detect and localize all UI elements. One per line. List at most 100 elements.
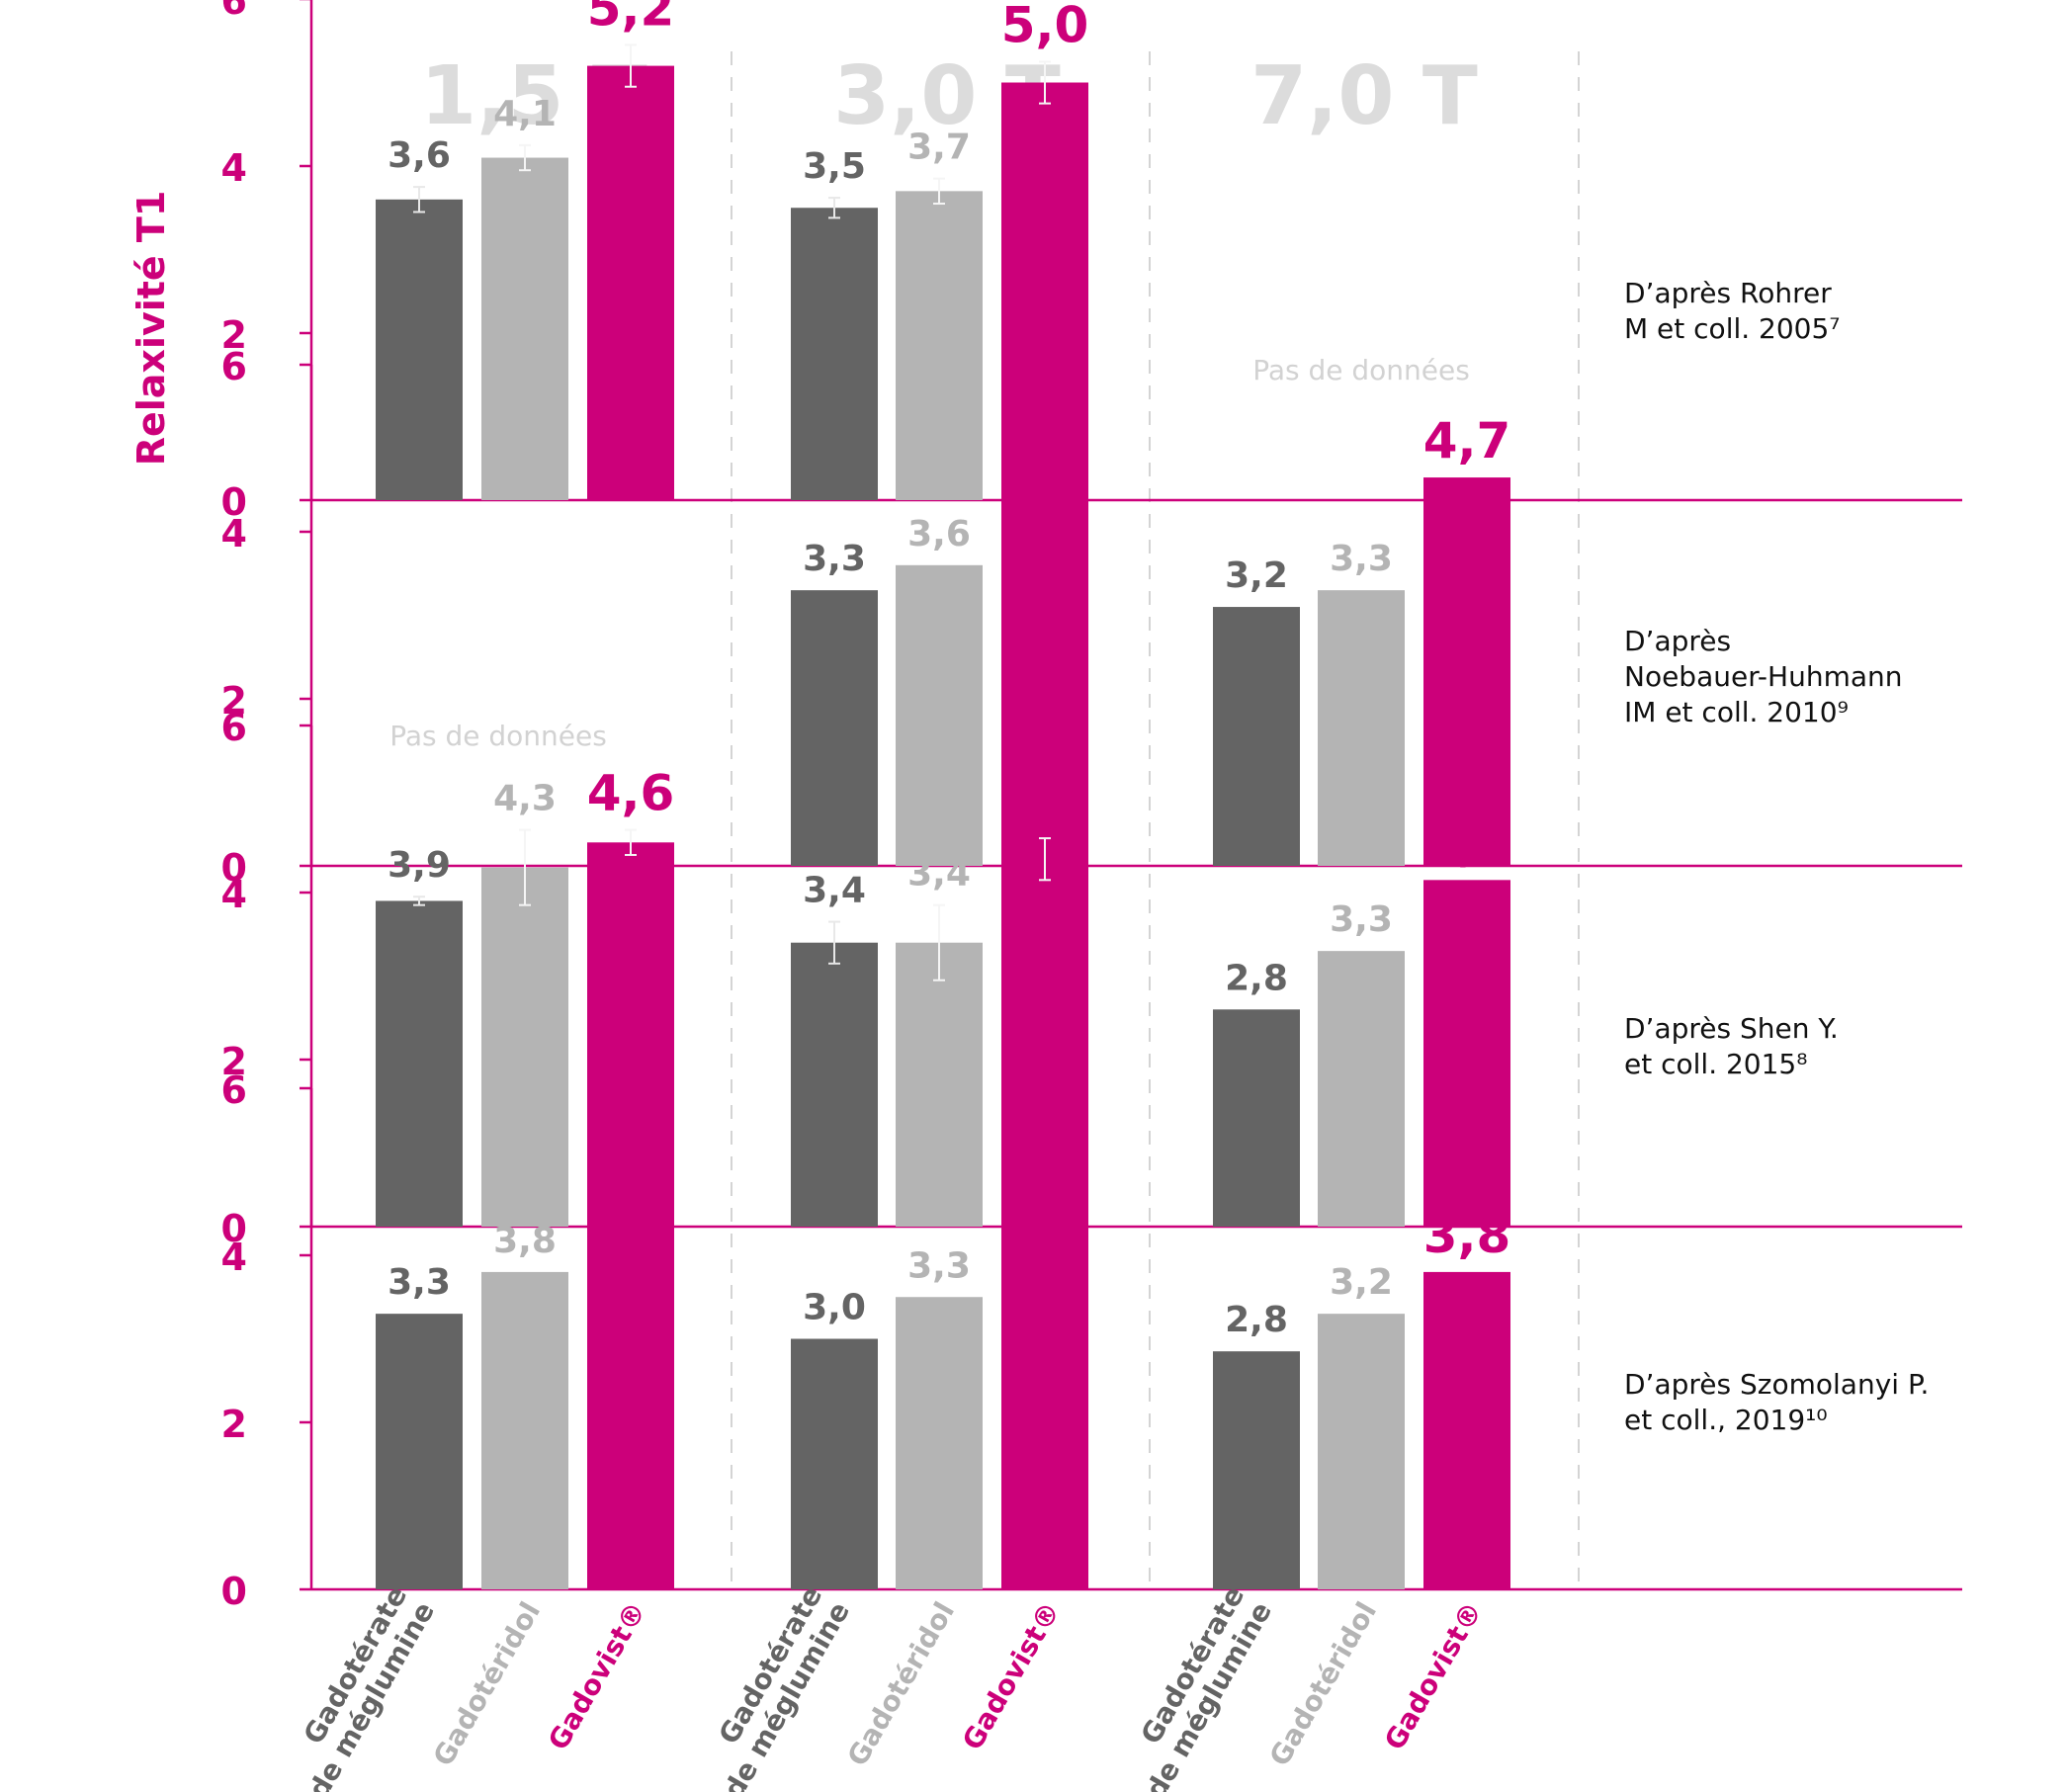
bar bbox=[1318, 590, 1405, 866]
data-label: 3,6 bbox=[907, 514, 971, 555]
category-label: Gadovist® bbox=[1378, 1596, 1489, 1755]
y-tick-label: 4 bbox=[221, 873, 247, 916]
panel-2: 0 2 4 6 Pas de données 3,3 3,6 4,8 3,2 3,3 4,7 D’ap… bbox=[221, 345, 1962, 890]
category-label-line: Gadotéridol bbox=[427, 1596, 547, 1771]
data-label: 5,2 bbox=[587, 0, 675, 37]
bar bbox=[1001, 1171, 1088, 1589]
bar bbox=[1213, 607, 1300, 866]
bar bbox=[1001, 465, 1088, 866]
y-tick-label: 4 bbox=[221, 1236, 247, 1279]
category-label: Gadotéridol bbox=[427, 1596, 547, 1771]
data-label: 2,8 bbox=[1225, 958, 1288, 998]
bar bbox=[1213, 1351, 1300, 1589]
bar bbox=[1001, 859, 1088, 1227]
y-tick-label: 6 bbox=[221, 1068, 247, 1112]
data-label: 3,2 bbox=[1225, 555, 1288, 596]
bar bbox=[481, 867, 568, 1227]
bar bbox=[1318, 1314, 1405, 1589]
y-axis-label: Relaxivité T1 bbox=[129, 191, 173, 467]
data-label: 3,8 bbox=[493, 1221, 557, 1261]
data-label: 3,6 bbox=[388, 135, 451, 176]
category-label-line: Gadovist® bbox=[956, 1596, 1067, 1755]
data-label: 4,4 bbox=[1001, 773, 1089, 830]
y-tick-label: 2 bbox=[221, 313, 247, 357]
bar bbox=[896, 564, 983, 866]
data-label: 3,8 bbox=[1423, 1207, 1511, 1264]
category-label-line: Gadovist® bbox=[1378, 1596, 1489, 1755]
bar bbox=[587, 65, 674, 500]
data-label: 4,8 bbox=[1001, 399, 1089, 457]
category-label-line: Gadovist® bbox=[542, 1596, 652, 1755]
bar bbox=[791, 942, 878, 1227]
bar bbox=[376, 199, 463, 501]
data-label: 5,0 bbox=[1001, 0, 1089, 53]
bar bbox=[481, 1271, 568, 1589]
bar bbox=[481, 157, 568, 501]
y-tick-label: 0 bbox=[221, 1570, 247, 1613]
data-label: 4,3 bbox=[493, 779, 557, 819]
bar bbox=[1213, 1009, 1300, 1227]
bar bbox=[896, 1297, 983, 1589]
data-label: 3,3 bbox=[1330, 899, 1393, 940]
bar bbox=[1318, 951, 1405, 1227]
panels: 0 2 4 6 3,6 4,1 5,2 3,5 3,7 5,0 Pas de données D’ap… bbox=[221, 0, 1962, 1613]
data-label: 5,0 bbox=[1001, 1107, 1089, 1164]
bar bbox=[1423, 880, 1510, 1227]
data-label: 2,8 bbox=[1225, 1300, 1288, 1340]
bar bbox=[791, 590, 878, 866]
panel-3: 0 2 4 6 3,9 4,3 4,6 3,4 3,4 4,4 2,8 3,3 4,2 D’après S… bbox=[221, 706, 1962, 1250]
panel-4: 0 2 4 6 3,3 3,8 4,8 3,0 3,3 5,0 2,8 3,2 3,8 D’après S… bbox=[221, 1068, 1962, 1613]
y-tick-label: 6 bbox=[221, 0, 247, 23]
bar bbox=[587, 842, 674, 1227]
data-label: 3,5 bbox=[803, 146, 866, 187]
y-tick-label: 0 bbox=[221, 846, 247, 890]
source-citation-line: D’après Shen Y. bbox=[1624, 1012, 1839, 1045]
no-data-label: Pas de données bbox=[389, 720, 607, 752]
category-label-line: Gadotéridol bbox=[1263, 1596, 1383, 1771]
bar bbox=[376, 1314, 463, 1589]
bar bbox=[791, 208, 878, 500]
y-tick-label: 0 bbox=[221, 1207, 247, 1250]
y-tick-label: 6 bbox=[221, 706, 247, 749]
bar bbox=[791, 1338, 878, 1589]
bar bbox=[896, 191, 983, 500]
field-header-7-0t: 7,0 T bbox=[1250, 49, 1478, 143]
data-label: 4,2 bbox=[1423, 814, 1511, 872]
bar bbox=[376, 900, 463, 1227]
bar bbox=[896, 942, 983, 1227]
y-tick-label: 2 bbox=[221, 679, 247, 723]
data-label: 3,3 bbox=[1330, 539, 1393, 579]
bar bbox=[1423, 477, 1510, 866]
category-label: Gadovist® bbox=[542, 1596, 652, 1755]
data-label: 3,4 bbox=[907, 854, 971, 895]
data-label: 4,8 bbox=[587, 1119, 675, 1176]
category-label-line: Gadotéridol bbox=[841, 1596, 961, 1771]
data-label: 3,0 bbox=[803, 1288, 866, 1328]
data-label: 4,7 bbox=[1423, 412, 1511, 469]
source-citation-line: D’après bbox=[1624, 625, 1731, 657]
category-label: Gadotéridol bbox=[1263, 1596, 1383, 1771]
data-label: 3,4 bbox=[803, 871, 866, 911]
y-tick-label: 2 bbox=[221, 1040, 247, 1083]
source-citation-line: Noebauer-Huhmann bbox=[1624, 660, 1903, 693]
source-citation-line: D’après Szomolanyi P. bbox=[1624, 1368, 1929, 1401]
y-tick-label: 4 bbox=[221, 512, 247, 555]
source-citation-line: M et coll. 2005⁷ bbox=[1624, 312, 1841, 345]
data-label: 3,7 bbox=[907, 128, 971, 168]
y-tick-label: 2 bbox=[221, 1403, 247, 1446]
source-citation-line: et coll. 2015⁸ bbox=[1624, 1048, 1807, 1080]
source-citation-line: et coll., 2019¹⁰ bbox=[1624, 1404, 1828, 1436]
bar bbox=[587, 1184, 674, 1589]
panel-1: 0 2 4 6 3,6 4,1 5,2 3,5 3,7 5,0 Pas de données D’ap… bbox=[221, 0, 1962, 524]
y-tick-label: 6 bbox=[221, 345, 247, 388]
y-tick-label: 0 bbox=[221, 480, 247, 524]
data-label: 3,9 bbox=[388, 845, 451, 886]
category-label: Gadotéridol bbox=[841, 1596, 961, 1771]
source-citation-line: IM et coll. 2010⁹ bbox=[1624, 696, 1849, 728]
data-label: 3,3 bbox=[907, 1245, 971, 1286]
